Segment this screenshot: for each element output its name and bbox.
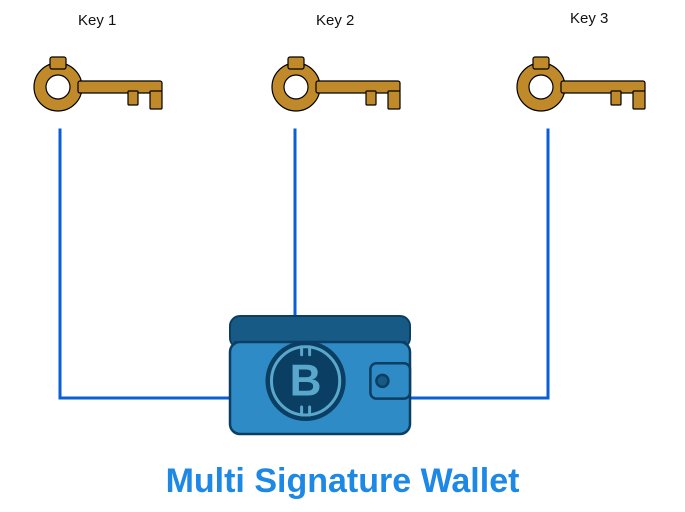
wallet-icon: B — [0, 0, 685, 512]
svg-text:B: B — [290, 356, 322, 405]
diagram-title: Multi Signature Wallet — [0, 462, 685, 501]
